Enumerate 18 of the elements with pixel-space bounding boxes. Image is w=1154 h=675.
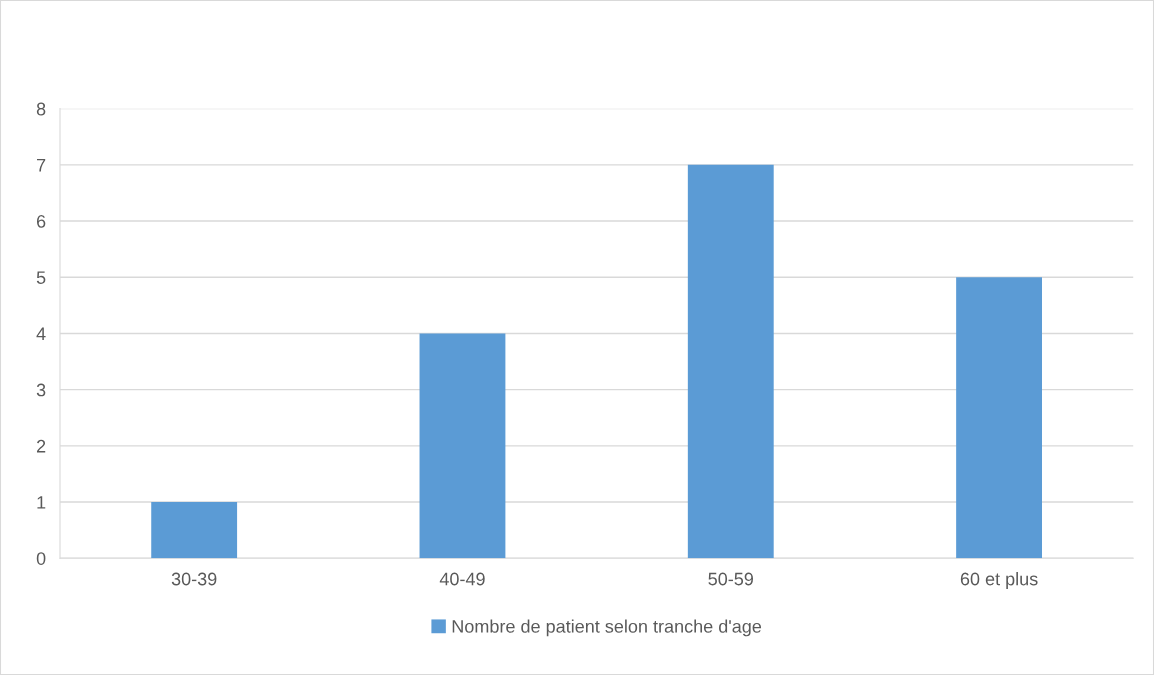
y-tick-label: 7: [37, 158, 46, 172]
bar: [151, 502, 238, 559]
y-tick-label: 6: [37, 215, 46, 228]
y-tick-label: 1: [37, 496, 46, 509]
y-tick-label: 8: [36, 102, 46, 116]
bar: [687, 164, 774, 559]
x-tick-label: 50-59: [708, 572, 754, 586]
bar: [956, 277, 1042, 559]
y-tick-label: 0: [36, 552, 46, 565]
legend-label: Nombre de patient selon tranche d'age: [452, 619, 762, 637]
bar: [419, 333, 506, 559]
y-tick-label: 5: [36, 271, 46, 284]
y-tick-label: 3: [36, 383, 46, 397]
y-tick-label: 4: [36, 327, 46, 340]
x-tick-label: 40-49: [439, 572, 485, 586]
y-tick-label: 2: [36, 439, 46, 453]
x-tick-label: 30-39: [171, 572, 217, 586]
x-tick-label: 60 et plus: [960, 572, 1038, 589]
